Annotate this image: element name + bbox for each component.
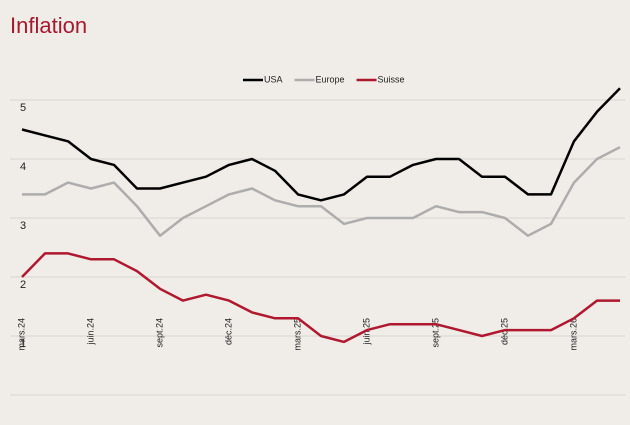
x-tick-label: mars.26: [568, 318, 578, 351]
x-tick-label: mars.25: [292, 318, 302, 351]
x-tick-label: sept.24: [154, 318, 164, 348]
series-line: [21, 252, 620, 344]
legend-label: Europe: [316, 74, 345, 84]
x-tick-label: sept.25: [430, 318, 440, 348]
legend-label: USA: [264, 74, 283, 84]
series-line: [22, 146, 621, 237]
chart-title: Inflation: [10, 13, 87, 38]
series-line: [21, 87, 621, 202]
y-tick-label: 4: [20, 161, 26, 173]
y-tick-label: 1: [20, 338, 26, 350]
x-tick-label: juin.24: [85, 318, 95, 346]
x-tick-label: mars.24: [16, 318, 26, 351]
y-tick-label: 3: [20, 220, 26, 232]
x-tick-label: déc.24: [223, 318, 233, 345]
y-tick-label: 5: [20, 102, 26, 114]
legend-label: Suisse: [378, 74, 405, 84]
y-tick-label: 2: [20, 279, 26, 291]
